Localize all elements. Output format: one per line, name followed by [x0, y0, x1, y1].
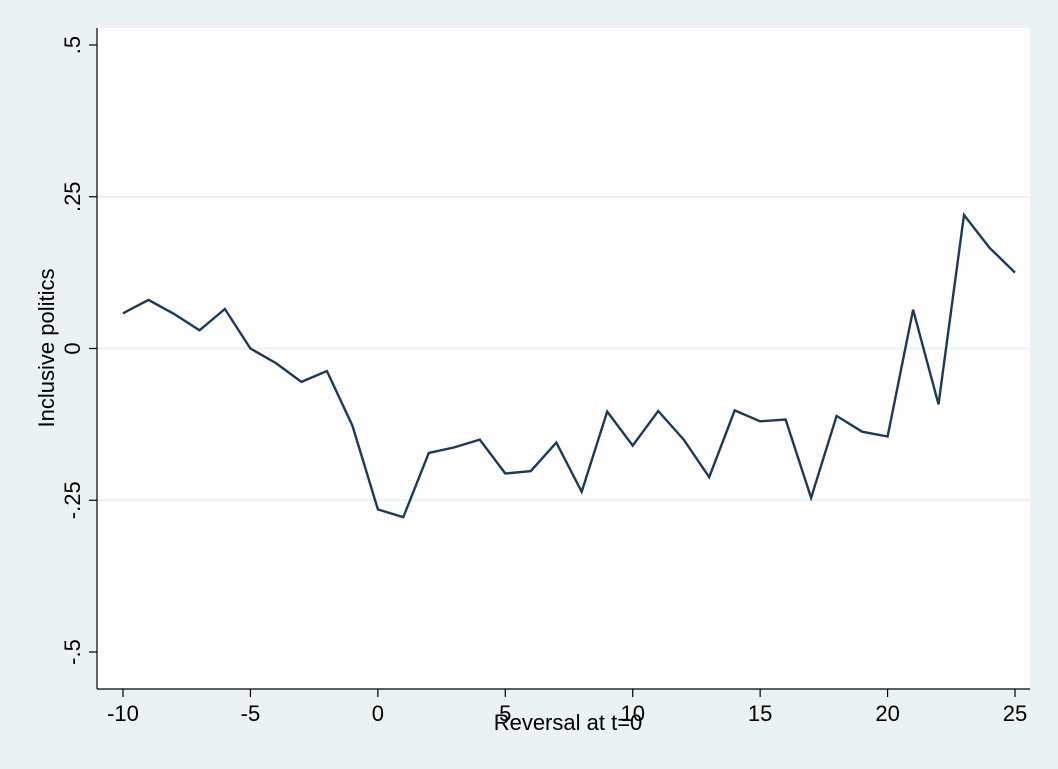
x-tick-label: -10	[107, 701, 139, 726]
x-axis-ticks: -10 -5 0 5 10 15 20 25	[107, 689, 1027, 726]
y-tick-label: -.25	[60, 481, 85, 519]
y-tick-label: 0	[60, 342, 85, 354]
x-tick-label: -5	[241, 701, 261, 726]
y-tick-label: .5	[60, 36, 85, 54]
x-tick-label: 20	[875, 701, 899, 726]
y-axis-ticks: -.5 -.25 0 .25 .5	[60, 36, 97, 665]
plot-area	[97, 28, 1030, 689]
series-layer	[122, 212, 1016, 519]
series-line	[122, 212, 1016, 519]
x-tick-label: 10	[620, 701, 644, 726]
y-tick-label: -.5	[60, 639, 85, 665]
x-tick-label: 15	[748, 701, 772, 726]
y-axis-title: Inclusive politics	[34, 269, 59, 428]
x-tick-label: 0	[372, 701, 384, 726]
x-tick-label: 5	[499, 701, 511, 726]
x-tick-label: 25	[1003, 701, 1027, 726]
y-tick-label: .25	[60, 181, 85, 212]
x-axis-title: Reversal at t=0	[494, 710, 643, 735]
